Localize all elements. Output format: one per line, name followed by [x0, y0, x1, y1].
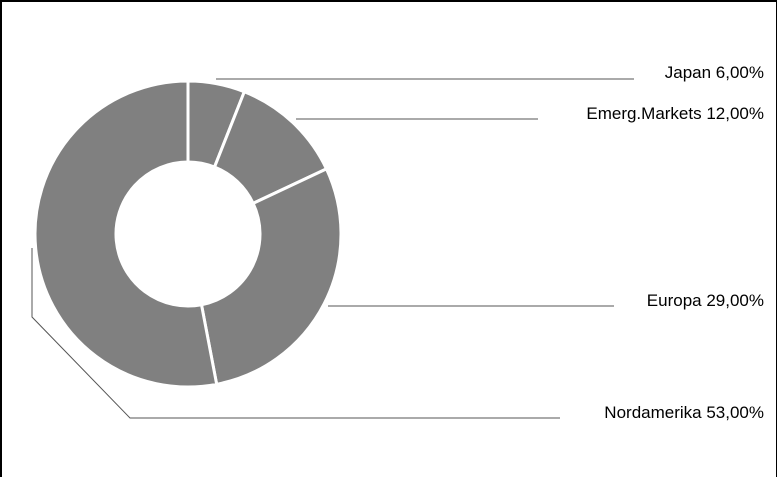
- data-labels: Japan 6,00% Emerg.Markets 12,00% Europa …: [586, 63, 764, 422]
- data-label-europa: Europa 29,00%: [647, 291, 764, 310]
- slice-europa: [199, 166, 343, 387]
- data-label-emerg-markets: Emerg.Markets 12,00%: [586, 104, 764, 123]
- data-label-japan: Japan 6,00%: [665, 63, 764, 82]
- data-label-nordamerika: Nordamerika 53,00%: [604, 403, 764, 422]
- leader-line-nordamerika: [31, 248, 560, 419]
- donut-slices: [33, 79, 343, 389]
- leader-lines: [31, 78, 634, 419]
- slice-nordamerika: [33, 79, 219, 389]
